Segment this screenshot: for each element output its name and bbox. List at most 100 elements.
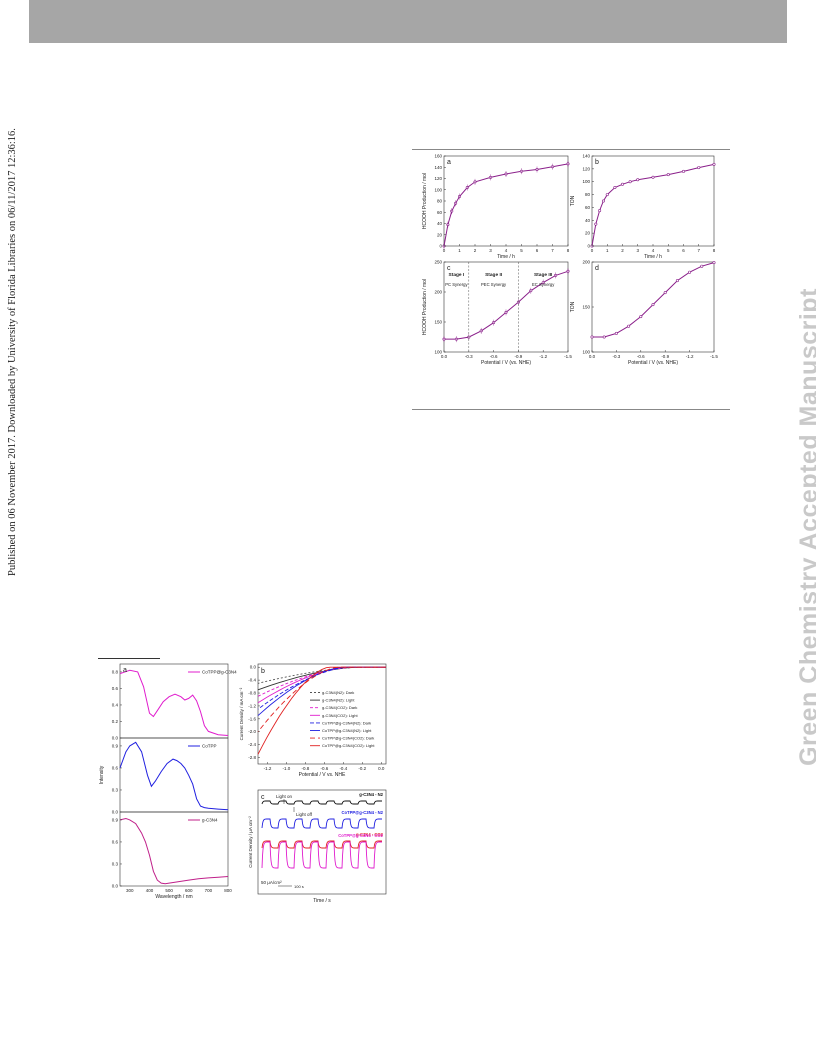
panel-c-hcooh-potential: 0.0 -0.3 -0.6 -0.9 -1.2 -1.5 100 150 200 250 Poten… [422, 260, 572, 367]
manuscript-watermark: Green Chemistry Accepted Manuscript [795, 288, 816, 766]
x-tick-label: 2 [621, 248, 624, 253]
y-tick-label: 40 [437, 221, 443, 226]
x-tick-label: 1 [458, 248, 461, 253]
plot-frame [443, 261, 569, 353]
scale-label: 50 μA/cm² [261, 880, 282, 885]
legend-label: g-C3N4(N2): Light [322, 698, 355, 703]
y-tick-label: 0 [439, 244, 442, 249]
y-tick-label: 140 [434, 165, 442, 170]
y-tick-label: 0.0 [112, 884, 119, 889]
x-axis-label: Potential / V (vs. NHE) [628, 360, 678, 366]
x-tick-label: -0.3 [465, 354, 473, 359]
data-point [605, 193, 609, 197]
x-tick-label: 2 [474, 248, 477, 253]
y-axis-label: HCOOH Production / mol [422, 279, 428, 335]
y-tick-label: 60 [585, 205, 591, 210]
x-axis-label: Time / h [644, 254, 662, 260]
scale-time-label: 100 s [294, 884, 304, 889]
photocurrent-trace [261, 818, 382, 829]
panel-c-photocurrent: g-C3N4 - N2 CoTPP@g-C3N4 - N2 g-C3N4 - CO2… [248, 789, 387, 904]
data-point [601, 199, 605, 203]
legend-label: g-C3N4 [202, 818, 218, 823]
y-tick-label: 20 [585, 231, 591, 236]
x-tick-label: 5 [667, 248, 670, 253]
y-tick-label: 20 [437, 232, 443, 237]
data-point [602, 335, 606, 339]
y-tick-label: 160 [434, 154, 442, 159]
y-tick-label: -2.0 [248, 729, 256, 734]
plot-frame [257, 789, 387, 895]
y-tick-label: -0.4 [248, 678, 256, 683]
x-tick-label: -0.3 [613, 354, 621, 359]
data-point [675, 279, 679, 283]
y-tick-label: 0.6 [112, 839, 119, 844]
panel-label: d [595, 265, 599, 272]
data-line [591, 163, 715, 247]
x-tick-label: -1.2 [264, 766, 272, 771]
uv-spectrum [119, 741, 229, 811]
photocurrent-trace [261, 840, 382, 849]
x-tick-label: 600 [185, 888, 193, 893]
y-tick-label: 0 [587, 244, 590, 249]
trace-label: CoTPP@g-C3N4 - CO2 [338, 833, 383, 838]
y-tick-label: 0.4 [112, 702, 119, 707]
panel-a-uv-vis: 0.0 0.2 0.4 0.6 0.8 CoTPP@g-C3N4 0.0 0.3 0.6 0.9 C… [99, 663, 237, 900]
stage-label: Stage III [534, 272, 553, 278]
y-tick-label: 0.0 [112, 810, 119, 815]
panel-label: b [595, 159, 599, 166]
figure-bottom-rule [412, 409, 730, 410]
x-tick-label: 0.0 [589, 354, 596, 359]
light-off-label: Light off [296, 812, 313, 817]
y-tick-label: 0.8 [112, 669, 119, 674]
y-tick-label: 40 [585, 218, 591, 223]
legend-label: CoTPP@g-C3N4(CO2): Light [322, 743, 375, 748]
data-point [666, 173, 670, 177]
x-tick-label: -0.6 [490, 354, 498, 359]
panel-label: a [123, 667, 127, 674]
x-tick-label: -1.2 [539, 354, 547, 359]
legend-label: g-C3N4(CO2): Light [322, 713, 358, 718]
x-tick-label: 1 [606, 248, 609, 253]
data-point [651, 175, 655, 179]
x-tick-label: 7 [697, 248, 700, 253]
x-tick-label: -0.8 [302, 766, 310, 771]
plot-frame [591, 155, 715, 247]
x-tick-label: 8 [567, 248, 570, 253]
panel-label: b [261, 668, 265, 675]
x-tick-label: 5 [520, 248, 523, 253]
data-point [594, 222, 598, 226]
y-tick-label: 100 [434, 350, 442, 355]
data-point [712, 261, 716, 265]
data-point [639, 315, 643, 319]
y-tick-label: 200 [582, 260, 590, 265]
panel-b-lsv: -1.2 -1.0 -0.8 -0.6 -0.4 -0.2 0.0 0.0 -0.4 -0.8 -1… [239, 663, 387, 778]
x-axis-label: Potential / V (vs. NHE) [481, 360, 531, 366]
y-tick-label: 150 [582, 305, 590, 310]
stage-label: Stage II [485, 272, 503, 278]
data-point [627, 324, 631, 328]
legend-label: CoTPP [202, 744, 217, 749]
y-tick-label: 0.0 [112, 736, 119, 741]
stage-note: PC Synergy [445, 282, 468, 287]
x-tick-label: -0.2 [358, 766, 366, 771]
y-tick-label: 80 [437, 199, 443, 204]
x-tick-label: -0.6 [320, 766, 328, 771]
stage-label: Stage I [449, 272, 465, 278]
y-tick-label: 100 [582, 179, 590, 184]
y-tick-label: 0.0 [250, 665, 257, 670]
panel-d-ton-potential: 0.0 -0.3 -0.6 -0.9 -1.2 -1.5 100 150 200 Potentia… [570, 260, 718, 367]
stage-note: EC Synergy [532, 282, 555, 287]
x-tick-label: 3 [636, 248, 639, 253]
y-tick-label: 200 [434, 290, 442, 295]
data-point [700, 264, 704, 268]
uv-spectrum [119, 669, 229, 736]
x-tick-label: 500 [165, 888, 173, 893]
y-tick-label: 100 [582, 350, 590, 355]
x-tick-label: 0.0 [441, 354, 448, 359]
x-tick-label: 0 [443, 248, 446, 253]
x-tick-label: 700 [205, 888, 213, 893]
x-tick-label: -0.9 [515, 354, 523, 359]
plot-frame [443, 155, 569, 247]
y-tick-label: 0.3 [112, 861, 119, 866]
legend-label: g-C3N4(CO2): Dark [322, 705, 357, 710]
